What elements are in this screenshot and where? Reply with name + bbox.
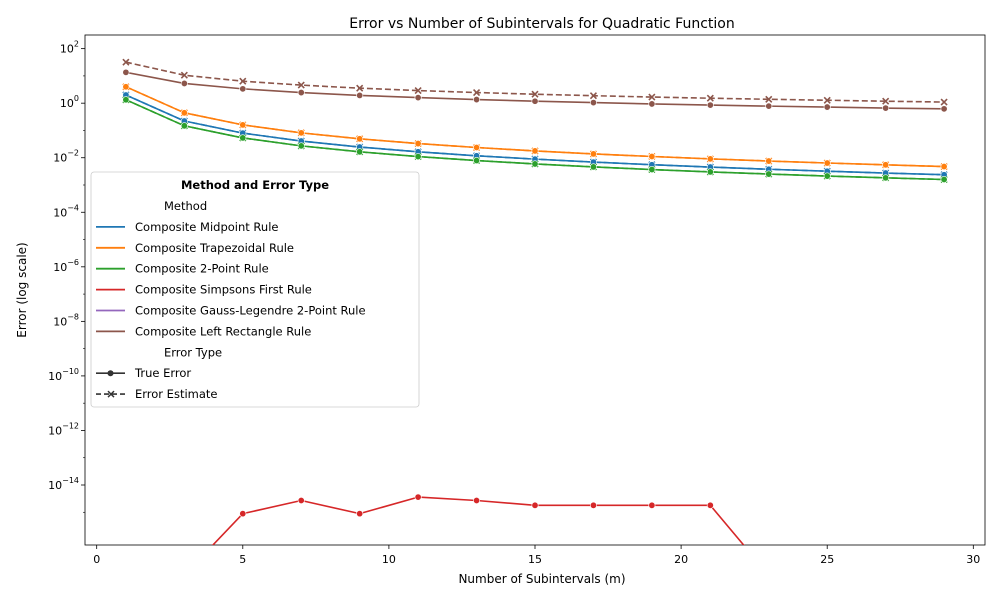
estimate-point bbox=[297, 81, 305, 89]
true-error-point bbox=[648, 100, 656, 108]
estimate-point bbox=[356, 84, 364, 92]
true-error-point bbox=[531, 97, 539, 105]
true-error-point bbox=[297, 497, 305, 505]
legend-entry-1: Composite Trapezoidal Rule bbox=[135, 241, 294, 255]
true-error-point bbox=[940, 163, 948, 171]
true-error-point bbox=[122, 68, 130, 76]
true-error-point bbox=[531, 160, 539, 168]
true-error-point bbox=[706, 501, 714, 509]
true-error-point bbox=[180, 109, 188, 117]
x-axis-label: Number of Subintervals (m) bbox=[458, 572, 625, 586]
x-tick-label: 20 bbox=[674, 553, 688, 566]
true-error-point bbox=[706, 168, 714, 176]
estimate-point bbox=[180, 71, 188, 79]
chart-title: Error vs Number of Subintervals for Quad… bbox=[349, 16, 734, 32]
estimate-point bbox=[940, 98, 948, 106]
true-error-point bbox=[180, 79, 188, 87]
true-error-point bbox=[122, 96, 130, 104]
true-error-point bbox=[706, 101, 714, 109]
legend-estimate-marker bbox=[107, 390, 115, 398]
true-error-point bbox=[531, 501, 539, 509]
legend-true-marker bbox=[107, 370, 114, 377]
legend-true-label: True Error bbox=[134, 366, 191, 380]
true-error-point bbox=[940, 105, 948, 113]
true-error-point bbox=[882, 104, 890, 112]
true-error-point bbox=[239, 134, 247, 142]
true-error-point bbox=[882, 161, 890, 169]
true-error-point bbox=[297, 129, 305, 137]
true-error-point bbox=[531, 147, 539, 155]
true-error-point bbox=[414, 493, 422, 501]
true-error-point bbox=[297, 142, 305, 150]
true-error-point bbox=[414, 153, 422, 161]
estimate-point bbox=[589, 92, 598, 100]
legend-entry-0: Composite Midpoint Rule bbox=[135, 220, 278, 234]
legend-entry-3: Composite Simpsons First Rule bbox=[135, 283, 312, 297]
estimate-point bbox=[765, 95, 773, 103]
true-error-point bbox=[473, 497, 481, 505]
series-group bbox=[122, 58, 948, 545]
true-error-point bbox=[589, 501, 597, 509]
y-axis-label: Error (log scale) bbox=[15, 242, 29, 337]
true-error-point bbox=[239, 85, 247, 93]
x-tick-label: 25 bbox=[820, 553, 834, 566]
true-error-point bbox=[940, 176, 948, 184]
true-error-point bbox=[297, 89, 305, 97]
true-error-point bbox=[765, 170, 773, 178]
true-error-point bbox=[356, 135, 364, 143]
true-error-point bbox=[414, 94, 422, 102]
estimate-point bbox=[706, 94, 714, 102]
legend: Method and Error Type Method Composite Mid… bbox=[90, 171, 420, 408]
true-error-point bbox=[648, 152, 656, 160]
legend-entry-2: Composite 2-Point Rule bbox=[135, 262, 269, 276]
true-error-point bbox=[356, 148, 364, 156]
true-error-point bbox=[414, 140, 422, 148]
legend-entry-4: Composite Gauss-Legendre 2-Point Rule bbox=[135, 304, 366, 318]
true-error-point bbox=[180, 122, 188, 130]
legend-method-header: Method bbox=[164, 199, 207, 213]
true-error-point bbox=[648, 501, 656, 509]
x-tick-label: 5 bbox=[239, 553, 246, 566]
estimate-point bbox=[531, 90, 539, 98]
true-error-point bbox=[648, 166, 656, 174]
true-error-point bbox=[823, 103, 831, 111]
estimate-point bbox=[122, 58, 130, 66]
true-error-point bbox=[356, 510, 364, 518]
estimate-point bbox=[239, 77, 247, 85]
legend-estimate-label: Error Estimate bbox=[135, 387, 217, 401]
true-error-point bbox=[589, 150, 597, 158]
legend-box bbox=[90, 171, 420, 408]
x-tick-label: 0 bbox=[93, 553, 100, 566]
true-error-point bbox=[589, 163, 597, 171]
estimate-line-5 bbox=[125, 61, 945, 103]
legend-errortype-header: Error Type bbox=[164, 345, 222, 359]
true-error-point bbox=[239, 121, 247, 129]
true-error-point bbox=[122, 83, 130, 91]
estimate-point bbox=[414, 87, 422, 95]
estimate-point bbox=[823, 96, 831, 104]
estimate-point bbox=[472, 88, 481, 97]
true-error-point bbox=[882, 174, 890, 182]
estimate-point bbox=[648, 93, 656, 101]
legend-title: Method and Error Type bbox=[181, 178, 329, 192]
true-error-point bbox=[765, 157, 773, 165]
true-error-point bbox=[589, 99, 597, 107]
true-error-point bbox=[473, 144, 481, 152]
x-tick-label: 30 bbox=[966, 553, 980, 566]
true-error-point bbox=[473, 157, 481, 165]
x-tick-label: 15 bbox=[528, 553, 542, 566]
x-tick-label: 10 bbox=[382, 553, 396, 566]
true-error-point bbox=[823, 159, 831, 167]
true-error-point bbox=[706, 155, 714, 163]
estimate-point bbox=[882, 97, 890, 105]
true-error-point bbox=[239, 510, 247, 518]
true-error-point bbox=[356, 91, 364, 99]
true-error-point bbox=[473, 96, 481, 104]
legend-entry-5: Composite Left Rectangle Rule bbox=[135, 324, 311, 338]
true-error-point bbox=[765, 102, 773, 110]
true-error-point bbox=[823, 172, 831, 180]
